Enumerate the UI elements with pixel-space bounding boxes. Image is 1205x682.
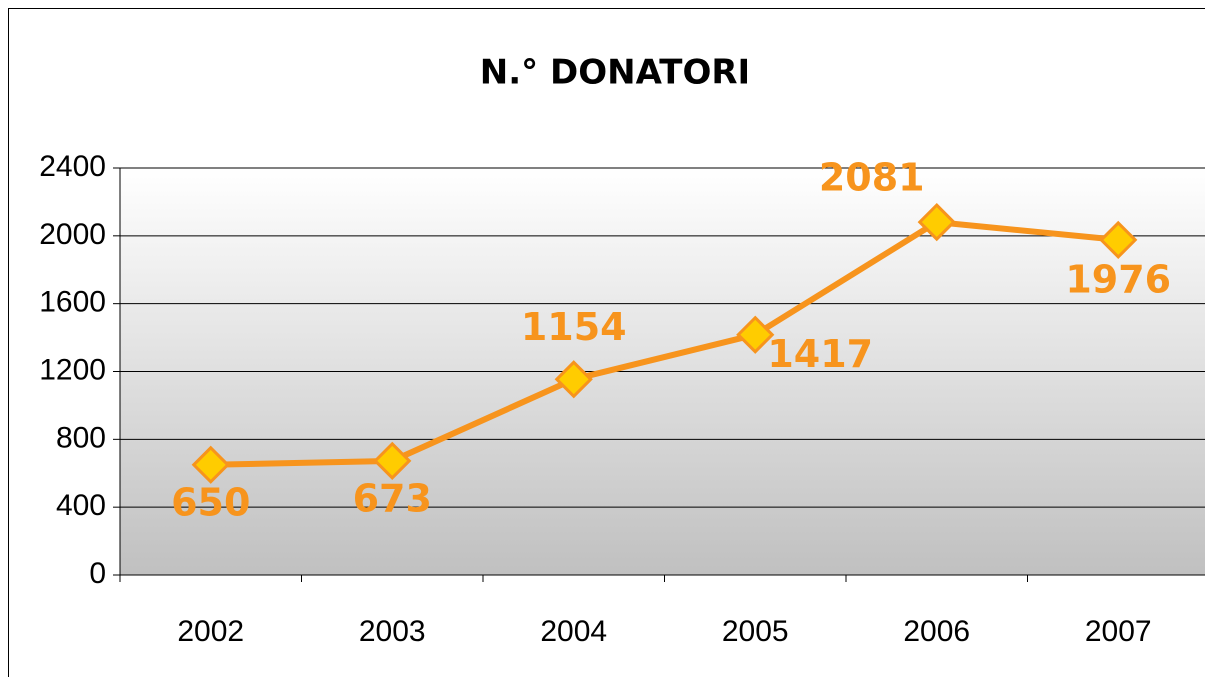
x-tick-label: 2004 bbox=[540, 615, 607, 648]
x-tick-label: 2002 bbox=[177, 615, 244, 648]
data-label: 1154 bbox=[521, 305, 627, 349]
data-label: 1417 bbox=[767, 332, 873, 376]
data-label: 673 bbox=[353, 476, 432, 520]
x-tick-label: 2006 bbox=[903, 615, 970, 648]
x-tick-label: 2003 bbox=[359, 615, 426, 648]
y-tick-label: 1600 bbox=[39, 286, 106, 319]
y-tick-label: 800 bbox=[56, 421, 106, 454]
y-tick-label: 400 bbox=[56, 489, 106, 522]
y-tick-label: 1200 bbox=[39, 353, 106, 386]
data-label: 1976 bbox=[1065, 257, 1171, 301]
y-tick-label: 0 bbox=[89, 557, 106, 590]
chart-title: N.° DONATORI bbox=[480, 53, 750, 93]
y-tick-label: 2000 bbox=[39, 218, 106, 251]
y-tick-label: 2400 bbox=[39, 150, 106, 183]
data-label: 650 bbox=[171, 480, 250, 524]
data-label: 2081 bbox=[819, 156, 925, 200]
x-tick-label: 2007 bbox=[1085, 615, 1152, 648]
x-tick-label: 2005 bbox=[722, 615, 789, 648]
